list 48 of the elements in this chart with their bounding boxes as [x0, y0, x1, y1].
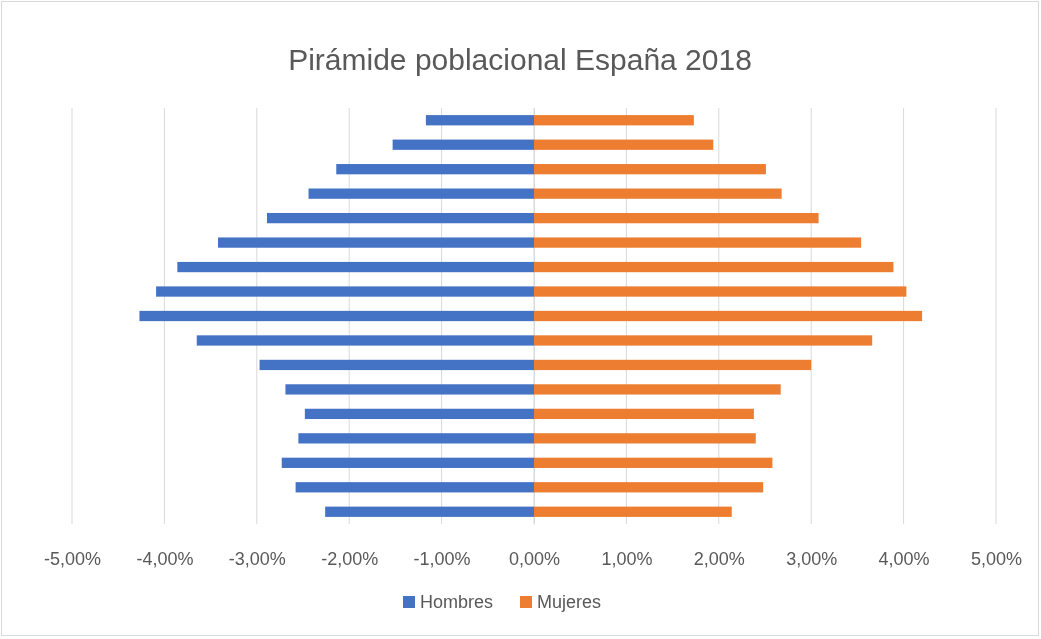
bar — [534, 359, 812, 371]
bar — [534, 335, 873, 346]
bar — [534, 310, 923, 322]
bar — [534, 139, 714, 150]
bar — [425, 115, 534, 126]
chart-title: Pirámide poblacional España 2018 — [288, 43, 752, 76]
legend-label: Mujeres — [537, 592, 602, 612]
x-tick-label: -2,00% — [321, 548, 379, 569]
legend-label: Hombres — [420, 592, 494, 612]
x-tick-label: -5,00% — [43, 548, 102, 569]
bar — [298, 433, 534, 444]
bar — [534, 506, 732, 517]
x-tick-label: 0,00% — [508, 548, 561, 569]
bar — [308, 188, 534, 199]
bar — [156, 286, 534, 297]
x-tick-label: -1,00% — [413, 548, 471, 569]
bar — [285, 384, 534, 395]
bar — [281, 457, 534, 468]
bar — [534, 188, 782, 199]
bar — [139, 310, 534, 322]
bar — [534, 286, 907, 297]
bar — [196, 335, 534, 346]
bar — [534, 433, 756, 444]
bar — [534, 457, 773, 468]
bar — [534, 384, 781, 395]
x-tick-label: -3,00% — [228, 548, 286, 569]
x-tick-label: 5,00% — [970, 548, 1023, 569]
x-tick-label: -4,00% — [136, 548, 194, 569]
x-tick-label: 2,00% — [693, 548, 745, 569]
bar — [534, 115, 694, 126]
bar — [266, 212, 534, 224]
bar — [534, 164, 766, 175]
bar — [534, 408, 754, 420]
bar — [259, 359, 534, 371]
bar — [217, 237, 534, 248]
bar — [336, 164, 534, 175]
bar — [295, 482, 534, 493]
bar — [534, 237, 862, 248]
bar — [392, 139, 534, 150]
bar — [304, 408, 534, 420]
x-tick-label: 4,00% — [878, 548, 930, 569]
bar — [534, 212, 819, 224]
bar — [177, 261, 534, 273]
x-tick-label: 3,00% — [786, 548, 838, 569]
x-tick-label: 1,00% — [601, 548, 653, 569]
bar — [325, 506, 534, 517]
bar — [534, 261, 894, 273]
bar — [534, 482, 764, 493]
